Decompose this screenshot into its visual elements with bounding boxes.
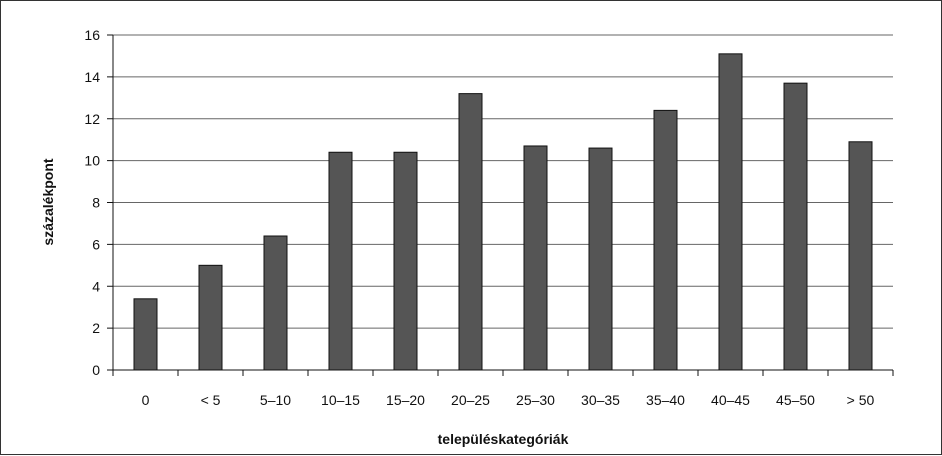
x-tick-label: 10–15 [321, 392, 360, 408]
bar [328, 151, 353, 371]
y-tick-label: 14 [84, 69, 100, 85]
bar [393, 151, 418, 371]
bar [263, 235, 288, 371]
bar [198, 264, 223, 371]
gridlines [113, 34, 893, 329]
x-tick-label: 45–50 [776, 392, 815, 408]
x-tick-labels: 0 < 5 5–10 10–15 15–20 20–25 25–30 30–35 35–40 40… [142, 392, 875, 408]
bar [783, 82, 808, 371]
x-tick-label: 15–20 [386, 392, 425, 408]
bar [653, 109, 678, 371]
x-tick-label: 35–40 [646, 392, 685, 408]
y-tick-label: 16 [84, 27, 100, 43]
y-tick-label: 0 [92, 362, 100, 378]
bar [848, 141, 873, 371]
y-tick-label: 12 [84, 111, 100, 127]
x-tick-label: < 5 [201, 392, 221, 408]
y-tick-label: 8 [92, 195, 100, 211]
x-tick-label: 30–35 [581, 392, 620, 408]
x-tick-label: 0 [142, 392, 150, 408]
y-tick-label: 6 [92, 236, 100, 252]
axes [107, 34, 894, 376]
bars [133, 53, 873, 371]
y-tick-labels: 0 2 4 6 8 10 12 14 16 [84, 27, 100, 378]
y-tick-label: 10 [84, 153, 100, 169]
bar [133, 298, 158, 371]
bar [458, 93, 483, 371]
bar [718, 53, 743, 371]
y-tick-label: 2 [92, 320, 100, 336]
x-tick-label: 5–10 [260, 392, 291, 408]
x-tick-label: 40–45 [711, 392, 750, 408]
x-axis-title: településkategóriák [438, 431, 569, 447]
y-axis-title: százalékpont [40, 158, 56, 245]
x-tick-label: 20–25 [451, 392, 490, 408]
x-tick-label: > 50 [847, 392, 875, 408]
y-tick-label: 4 [92, 278, 100, 294]
x-tick-label: 25–30 [516, 392, 555, 408]
bar [523, 145, 548, 371]
bar [588, 147, 613, 371]
